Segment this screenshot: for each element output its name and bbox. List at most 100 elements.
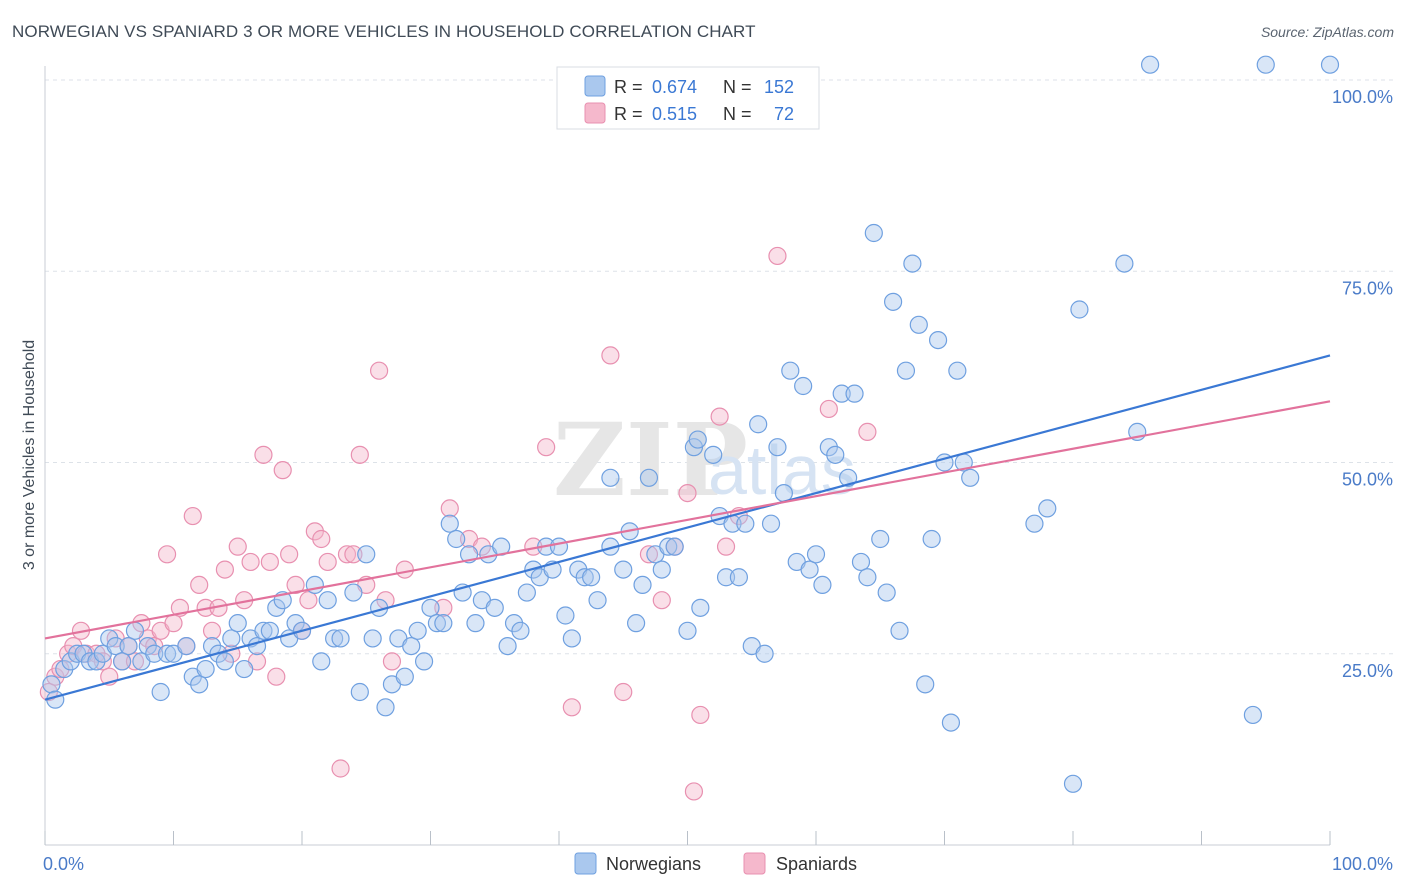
x-tick-label: 100.0% xyxy=(1332,854,1393,874)
y-tick-label: 100.0% xyxy=(1332,87,1393,107)
norwegians-point xyxy=(961,468,980,487)
norwegians-point xyxy=(112,652,132,671)
norwegians-point xyxy=(350,682,369,702)
watermark-zip: ZIP xyxy=(553,401,748,519)
norwegians-point xyxy=(665,537,684,556)
legend-bottom-swatch-spaniards xyxy=(743,852,766,875)
norwegians-point xyxy=(588,591,607,610)
norwegians-point xyxy=(485,598,504,617)
norwegians-point xyxy=(421,598,440,617)
spaniards-point xyxy=(331,759,350,778)
legend-bottom-label-norwegians: Norwegians xyxy=(606,854,701,874)
norwegians-point xyxy=(466,614,485,633)
norwegians-point xyxy=(736,514,755,533)
spaniards-point xyxy=(395,560,414,579)
spaniards-point xyxy=(562,698,581,717)
norwegians-point xyxy=(761,514,781,533)
spaniards-point xyxy=(434,598,453,617)
spaniards-point xyxy=(382,652,402,671)
norwegians-point xyxy=(903,254,922,273)
norwegians-point xyxy=(46,690,65,709)
spaniards-point xyxy=(691,705,710,725)
norwegians-point xyxy=(318,591,337,610)
trend-lines xyxy=(44,354,1331,701)
norwegians-point xyxy=(363,629,382,648)
spaniards-point xyxy=(678,484,697,503)
spaniards-point xyxy=(440,499,459,518)
norwegians-point xyxy=(190,675,209,694)
norwegians-point xyxy=(845,384,864,403)
norwegians-point xyxy=(498,636,517,656)
legend-n-label-1: N = xyxy=(723,77,752,97)
norwegians-point xyxy=(813,575,832,595)
spaniards-point xyxy=(267,667,286,686)
norwegians-point xyxy=(145,644,164,663)
norwegians-point xyxy=(858,568,877,587)
spaniards-point xyxy=(350,445,369,464)
spaniards-point xyxy=(819,399,838,419)
spaniards-point xyxy=(684,782,704,801)
norwegians-point xyxy=(1320,55,1340,74)
norwegians-point xyxy=(331,629,350,648)
legend-n-value-2: 72 xyxy=(774,104,794,124)
norwegians-point xyxy=(119,636,138,656)
spaniards-point xyxy=(716,537,736,556)
norwegians-point xyxy=(549,537,569,556)
norwegians-point xyxy=(196,659,215,679)
norwegians-point xyxy=(890,621,909,640)
norwegians-point xyxy=(215,652,234,671)
norwegians-point xyxy=(883,292,903,311)
norwegians-point xyxy=(781,361,800,380)
legend-r-label-1: R = xyxy=(614,77,643,97)
norwegians-point xyxy=(357,545,376,564)
norwegians-point xyxy=(1115,254,1134,273)
norwegians-point xyxy=(871,529,890,549)
legend-n-value-1: 152 xyxy=(764,77,794,97)
y-tick-label: 50.0% xyxy=(1342,470,1393,490)
legend-bottom: Norwegians Spaniards xyxy=(574,852,857,875)
spaniards-point xyxy=(125,652,145,671)
norwegians-point xyxy=(434,614,453,633)
norwegians-point xyxy=(877,583,896,602)
norwegians-point xyxy=(916,675,935,694)
norwegians-point xyxy=(691,598,710,617)
norwegians-point xyxy=(864,223,883,243)
spaniards-point xyxy=(228,537,247,556)
watermark-atlas: atlas xyxy=(708,431,856,509)
spaniards-point xyxy=(858,422,877,441)
norwegians-point xyxy=(325,629,344,648)
chart-title: NORWEGIAN VS SPANIARD 3 OR MORE VEHICLES… xyxy=(12,22,756,41)
norwegians-point xyxy=(652,560,671,579)
y-axis-label: 3 or more Vehicles in Household xyxy=(21,340,38,570)
spaniards-point xyxy=(202,621,222,640)
spaniards-point xyxy=(280,545,299,564)
norwegians-point xyxy=(729,568,749,587)
norwegians-point xyxy=(106,636,125,656)
y-tick-label: 25.0% xyxy=(1342,661,1393,681)
norwegians-point xyxy=(1063,774,1083,793)
norwegians-point xyxy=(414,652,434,671)
legend-r-value-2: 0.515 xyxy=(652,104,697,124)
norwegians-point xyxy=(659,537,678,556)
norwegians-point xyxy=(344,583,363,602)
legend-bottom-swatch-norwegians xyxy=(574,852,597,875)
norwegians-point xyxy=(235,659,254,679)
norwegians-point xyxy=(177,636,196,656)
norwegians-point xyxy=(395,667,414,686)
norwegians-point xyxy=(376,698,395,717)
norwegians-point xyxy=(678,621,697,640)
spaniards-point xyxy=(183,506,202,526)
norwegians-point xyxy=(749,415,768,434)
norwegians-point xyxy=(1256,55,1275,74)
spaniards-point xyxy=(190,575,209,595)
spaniards-point xyxy=(537,438,556,457)
legend-top: R = 0.674 N = 152 R = 0.515 N = 72 xyxy=(556,66,820,130)
norwegians-point xyxy=(851,552,871,572)
spaniards-point xyxy=(639,545,659,564)
spaniards-point xyxy=(601,346,620,365)
legend-r-value-1: 0.674 xyxy=(652,77,697,97)
norwegians-point xyxy=(826,445,845,464)
spaniards-point xyxy=(93,652,112,671)
spaniards-point xyxy=(318,552,337,572)
